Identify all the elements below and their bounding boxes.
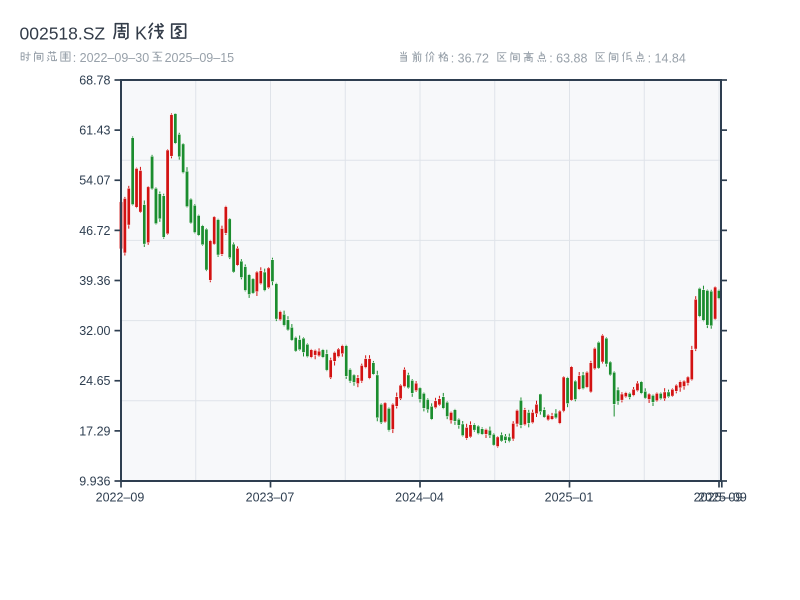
svg-text:2022–09: 2022–09	[96, 491, 145, 505]
svg-text:2023–07: 2023–07	[246, 491, 295, 505]
svg-text:46.72: 46.72	[79, 224, 110, 238]
svg-text:54.07: 54.07	[79, 174, 110, 188]
svg-text:39.36: 39.36	[79, 274, 110, 288]
svg-text:: 36.72: : 36.72	[451, 52, 489, 66]
svg-text:002518.SZ: 002518.SZ	[20, 24, 106, 44]
svg-text:24.65: 24.65	[79, 374, 110, 388]
svg-text:: 2022–09–30: : 2022–09–30	[73, 51, 150, 65]
svg-text:2025–09: 2025–09	[698, 491, 747, 505]
svg-text:2025–09: 2025–09	[694, 491, 743, 505]
svg-text:2025–01: 2025–01	[545, 491, 594, 505]
svg-text:61.43: 61.43	[79, 124, 110, 138]
svg-text:9.936: 9.936	[79, 474, 110, 488]
svg-text:K: K	[135, 24, 147, 44]
svg-text:32.00: 32.00	[79, 324, 110, 338]
svg-text:: 63.88: : 63.88	[549, 52, 587, 66]
svg-text:2025–09–15: 2025–09–15	[165, 51, 235, 65]
svg-text:: 14.84: : 14.84	[648, 52, 686, 66]
svg-text:68.78: 68.78	[79, 73, 110, 87]
svg-text:2024–04: 2024–04	[395, 491, 444, 505]
svg-text:17.29: 17.29	[79, 424, 110, 438]
